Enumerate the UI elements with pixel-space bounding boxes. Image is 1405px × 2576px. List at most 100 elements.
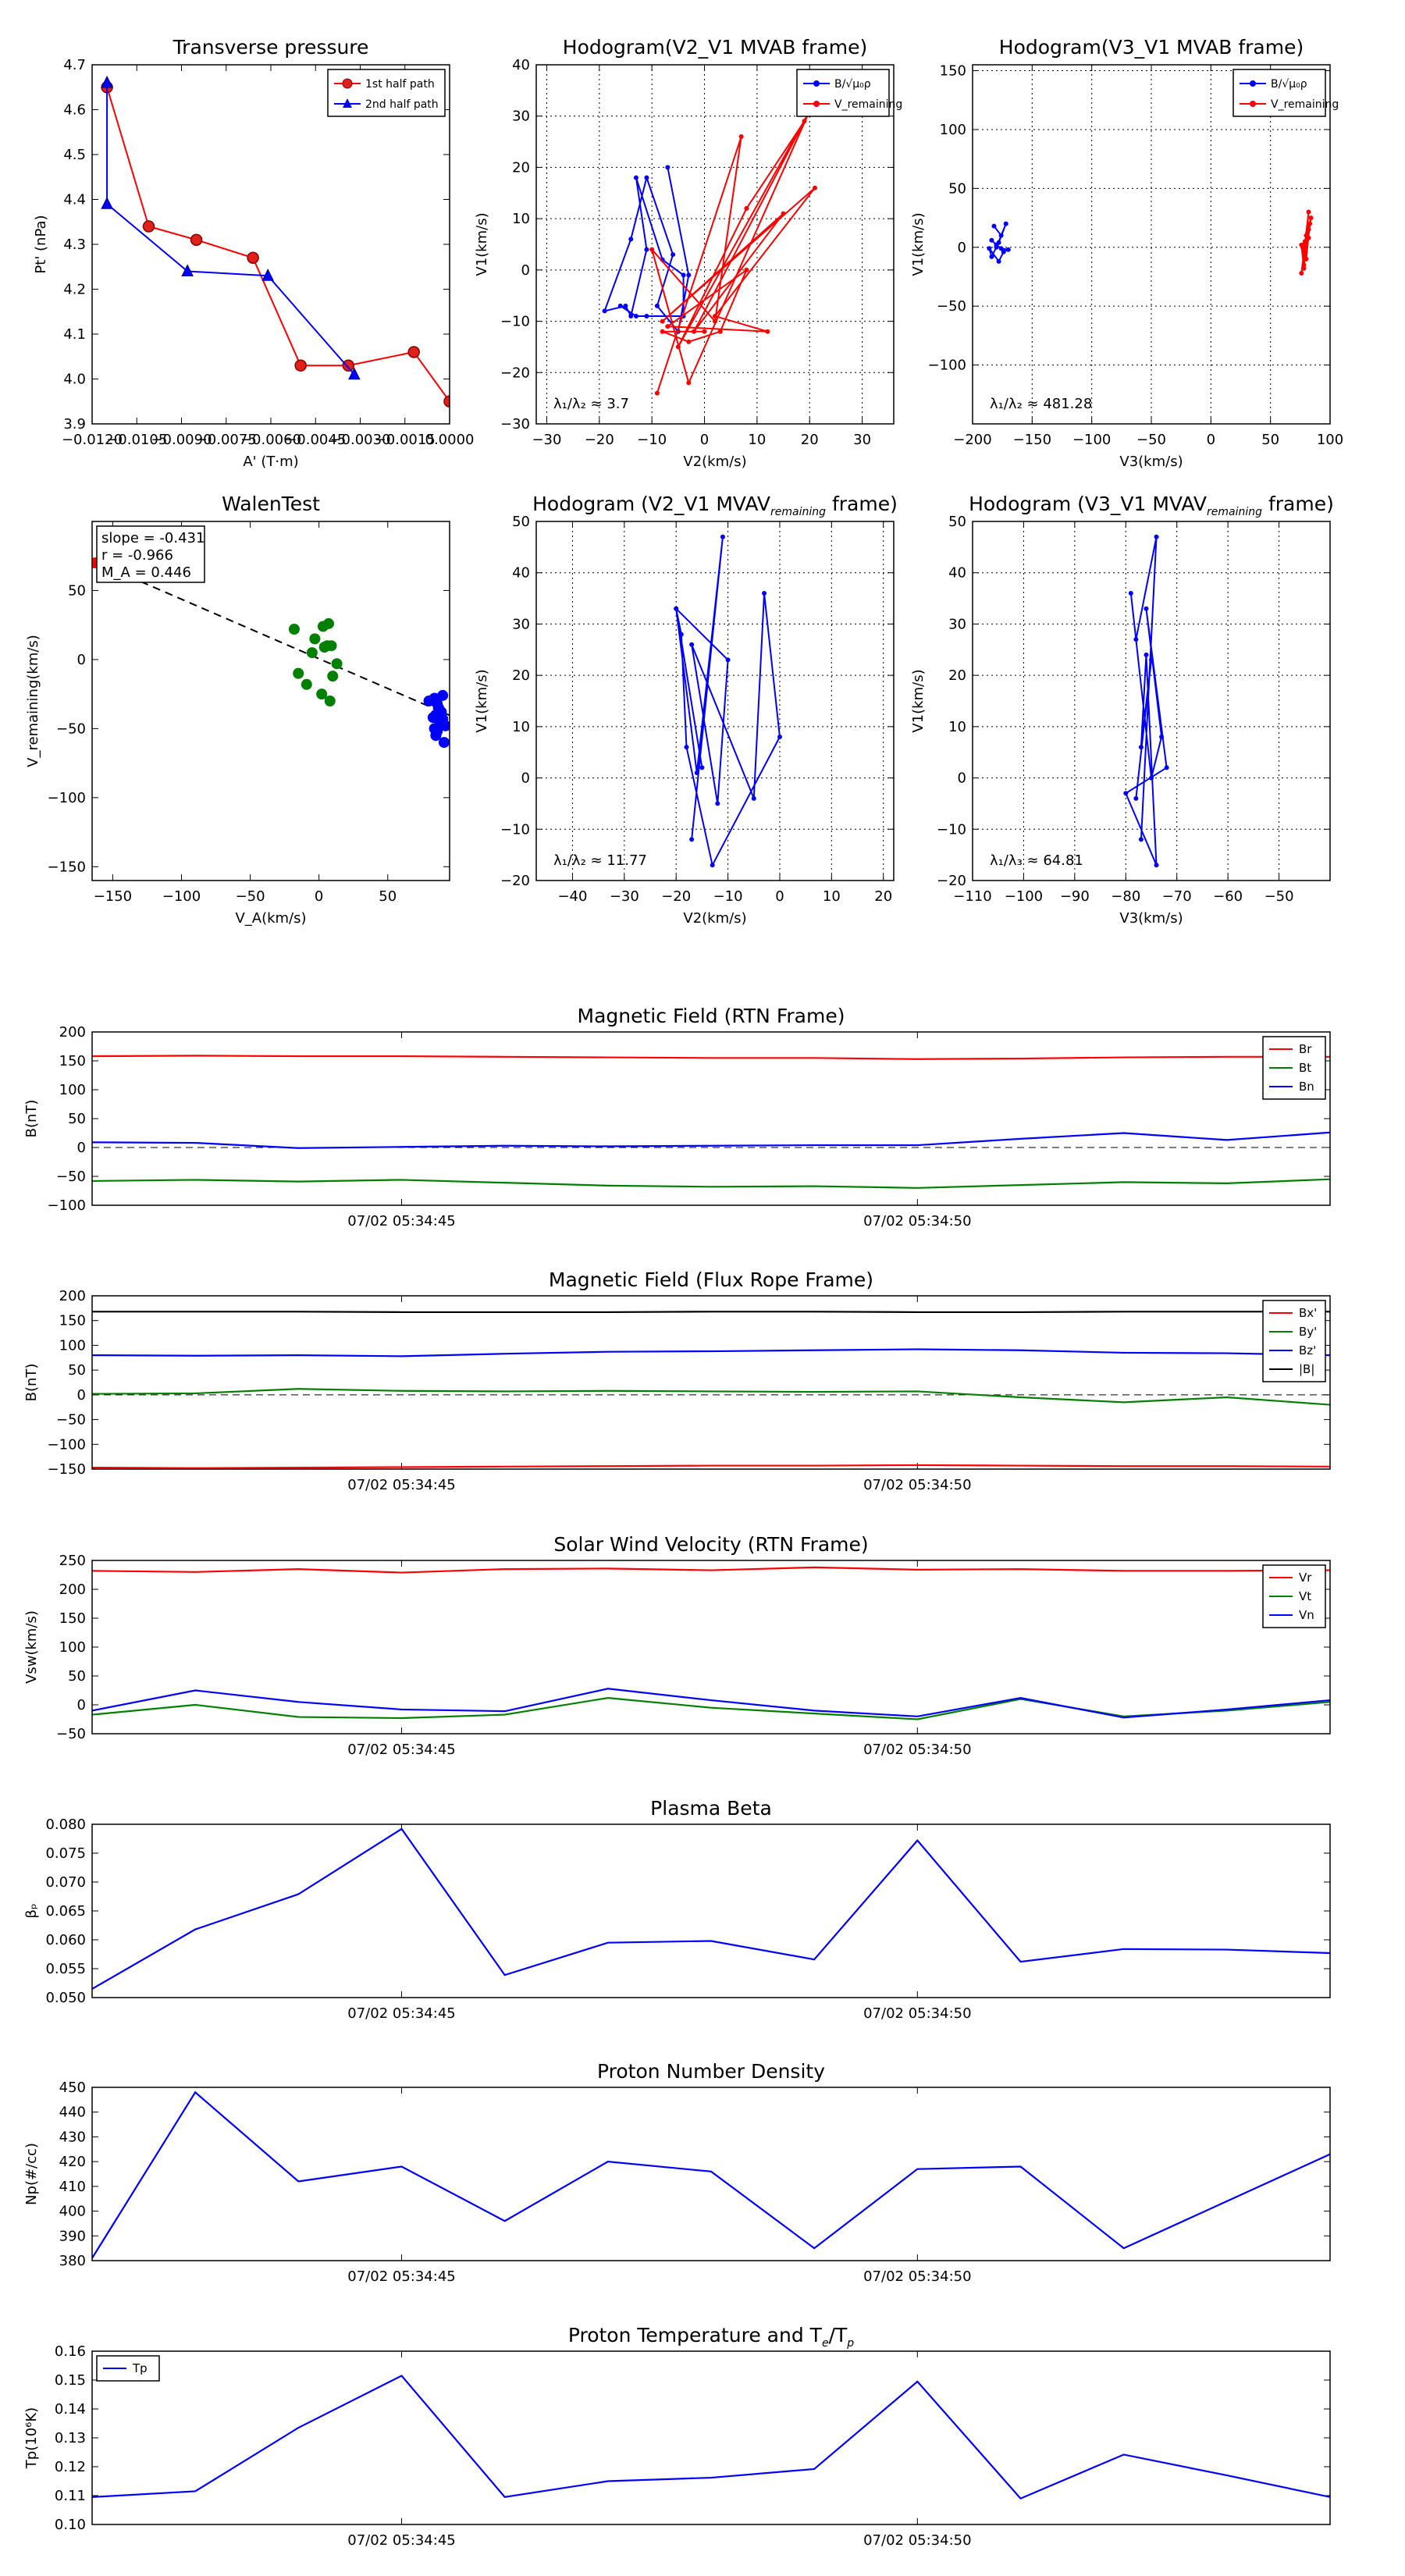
x-tick-label: −0.0090 xyxy=(151,432,212,448)
y-tick-label: 50 xyxy=(68,1111,86,1127)
data-point xyxy=(1138,745,1144,750)
data-point xyxy=(1302,239,1307,244)
chart-title: Hodogram (V3_V1 MVAVremaining frame) xyxy=(969,493,1334,518)
data-point xyxy=(430,709,442,720)
axes-frame xyxy=(91,1560,1331,1735)
data-point xyxy=(689,642,695,647)
y-tick-label: 50 xyxy=(512,514,530,530)
legend-label: Bx' xyxy=(1299,1306,1317,1320)
data-point xyxy=(744,267,749,272)
y-tick-label: 0.050 xyxy=(45,1990,86,2006)
y-tick-label: 100 xyxy=(59,1337,86,1354)
y-tick-label: 0.15 xyxy=(55,2372,86,2389)
y-axis-label: Pt' (nPa) xyxy=(33,215,49,273)
data-point xyxy=(713,314,717,318)
fit-line xyxy=(92,560,450,717)
x-tick-label: −200 xyxy=(953,432,991,448)
y-tick-label: 450 xyxy=(59,2080,86,2096)
data-point xyxy=(101,75,113,88)
legend: Vr Vt Vn xyxy=(1262,1564,1326,1628)
y-tick-label: −20 xyxy=(500,365,530,381)
data-point xyxy=(1123,791,1129,796)
data-point xyxy=(293,667,304,679)
data-point xyxy=(996,258,1001,264)
grid xyxy=(972,65,1331,424)
x-tick-label: 07/02 05:34:45 xyxy=(347,2268,455,2285)
y-tick-label: −150 xyxy=(48,859,86,875)
x-tick-label: −70 xyxy=(1162,888,1192,905)
title-main: Proton Temperature and T xyxy=(568,2324,823,2347)
x-tick-label: 20 xyxy=(801,432,819,448)
y-tick-label: 0.070 xyxy=(45,1874,86,1891)
plot-area xyxy=(674,534,782,868)
series-line xyxy=(106,87,450,402)
x-axis-label: V_A(km/s) xyxy=(235,910,306,927)
x-tick-label: 0 xyxy=(700,432,709,448)
x-axis-label: V2(km/s) xyxy=(683,454,746,470)
data-point xyxy=(1133,795,1139,801)
data-point xyxy=(998,246,1004,251)
data-point xyxy=(1154,863,1159,868)
data-point xyxy=(247,251,259,264)
x-tick-label: −30 xyxy=(532,432,561,448)
y-tick-label: 0 xyxy=(77,652,86,668)
x-tick-label: −0.0015 xyxy=(375,432,436,448)
axes-frame xyxy=(91,64,450,425)
data-point xyxy=(686,380,692,386)
data-point xyxy=(190,233,203,246)
data-point xyxy=(684,745,689,750)
data-point xyxy=(1005,247,1011,252)
y-tick-label: 390 xyxy=(59,2228,86,2244)
x-tick-label: 07/02 05:34:50 xyxy=(863,1477,971,1493)
stats-line: M_A = 0.446 xyxy=(101,564,191,581)
data-point xyxy=(306,647,318,659)
data-point xyxy=(142,220,155,233)
chart-title: Hodogram (V2_V1 MVAVremaining frame) xyxy=(532,493,898,518)
x-tick-label: −0.0030 xyxy=(329,432,390,448)
x-tick-label: −50 xyxy=(236,888,265,905)
x-tick-label: −10 xyxy=(713,888,743,905)
data-point xyxy=(660,329,665,334)
y-tick-label: −100 xyxy=(48,1197,86,1214)
x-tick-label: 07/02 05:34:50 xyxy=(863,2532,971,2549)
y-tick-label: 40 xyxy=(512,57,530,73)
data-point xyxy=(717,329,723,334)
title-subscript: e xyxy=(822,2337,829,2350)
plot-area xyxy=(1123,534,1169,868)
data-point xyxy=(989,237,994,243)
data-point xyxy=(432,698,443,710)
y-tick-label: −100 xyxy=(928,358,966,374)
series-2nd-half-path xyxy=(101,75,361,380)
y-tick-label: 10 xyxy=(512,211,530,227)
plot-area xyxy=(92,1311,1330,1469)
title-main: Transverse pressure xyxy=(173,36,369,59)
data-point xyxy=(318,642,330,653)
data-point xyxy=(1138,837,1144,842)
chart-title: Proton Temperature and Te/Tp xyxy=(568,2324,854,2350)
title-main: Plasma Beta xyxy=(650,1797,772,1820)
legend-marker xyxy=(813,101,820,107)
x-tick-label: −30 xyxy=(610,888,639,905)
chart-ts5: Proton Number Density 380 390 400 410 420 430 4… xyxy=(23,2060,1331,2285)
title-tail: frame) xyxy=(1262,493,1334,515)
series-line xyxy=(603,167,690,334)
series-B----- xyxy=(602,165,692,334)
x-tick-label: 50 xyxy=(379,888,397,905)
data-point xyxy=(429,723,440,735)
data-point xyxy=(1001,249,1006,254)
x-tick-label: 20 xyxy=(874,888,892,905)
x-tick-label: −50 xyxy=(1136,432,1166,448)
y-tick-label: 20 xyxy=(512,667,530,684)
data-point xyxy=(294,359,307,372)
series-line--B- xyxy=(92,1311,1330,1314)
data-point xyxy=(660,318,665,324)
chart-h3: −40 −30 −20 −10 0 10 20 −20 −10 0 10 20 30 40 50Hodogr… xyxy=(474,493,898,927)
x-tick-label: −80 xyxy=(1111,888,1140,905)
y-tick-label: 40 xyxy=(512,565,530,582)
legend: Tp xyxy=(96,2355,160,2382)
axes-frame xyxy=(972,521,1331,881)
legend-label: B/√μ₀ρ xyxy=(834,78,871,91)
y-axis-label: βₚ xyxy=(23,1903,40,1918)
title-main: Hodogram (V3_V1 MVAV xyxy=(969,493,1207,515)
data-point xyxy=(681,272,686,278)
